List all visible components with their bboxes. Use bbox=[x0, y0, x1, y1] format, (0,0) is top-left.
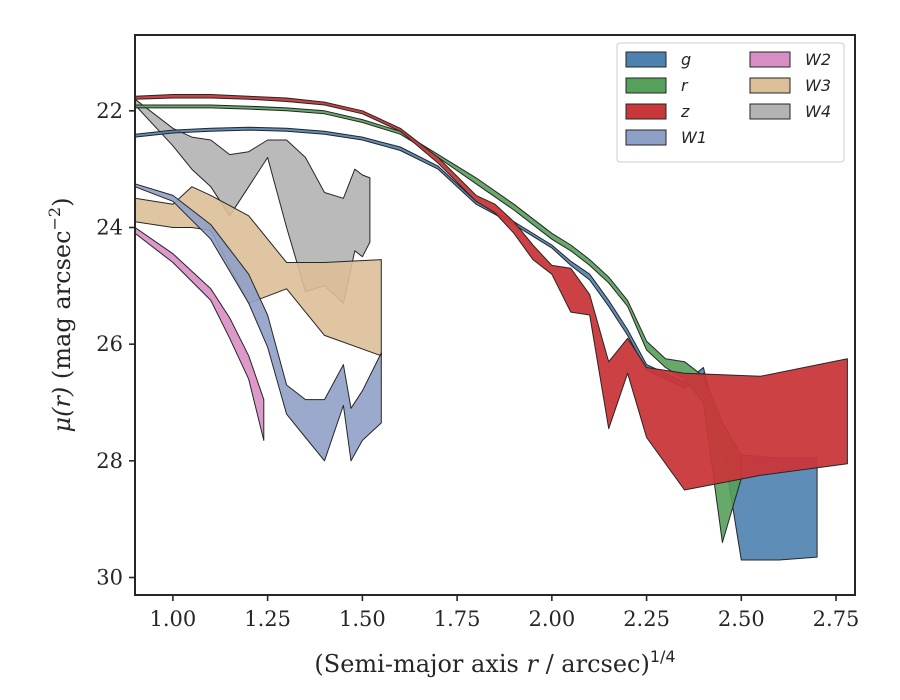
legend-swatch-r bbox=[625, 77, 667, 94]
y-axis-label: μ(r) (mag arcsec−2) bbox=[45, 198, 76, 433]
y-tick-label: 26 bbox=[96, 332, 123, 356]
legend-label-W4: W4 bbox=[805, 102, 831, 121]
x-axis-label-pre: (Semi-major axis bbox=[314, 650, 526, 678]
x-tick-label: 2.00 bbox=[528, 607, 575, 631]
legend-swatch-z bbox=[625, 103, 667, 120]
x-axis-label-sup: 1/4 bbox=[650, 647, 676, 666]
ticks-layer: 1.00 1.25 1.50 1.75 2.00 2.25 2.50 2.75 22 24 26 28… bbox=[96, 99, 859, 631]
y-tick-label: 28 bbox=[96, 449, 123, 473]
series-layer bbox=[135, 94, 848, 561]
x-tick-label: 1.25 bbox=[244, 607, 291, 631]
y-axis-label-post: ) bbox=[48, 198, 76, 207]
y-axis-label-var: μ(r) bbox=[48, 387, 76, 433]
legend-label-W1: W1 bbox=[681, 128, 707, 147]
legend-box bbox=[616, 42, 845, 163]
y-axis-label-sup: −2 bbox=[45, 207, 64, 231]
y-tick-label: 24 bbox=[96, 216, 123, 240]
x-axis-label-post: / arcsec) bbox=[538, 650, 650, 678]
band-W2 bbox=[135, 227, 265, 441]
y-axis-label-pre: (mag arcsec bbox=[48, 230, 76, 386]
x-tick-label: 1.50 bbox=[339, 607, 386, 631]
x-tick-label: 1.00 bbox=[150, 607, 197, 631]
axes-frame bbox=[134, 34, 856, 596]
x-tick-label: 2.50 bbox=[718, 607, 765, 631]
legend-label-z: z bbox=[680, 102, 690, 121]
x-axis-label-var: r bbox=[526, 650, 539, 678]
legend-swatch-W4 bbox=[749, 103, 791, 120]
band-g bbox=[135, 126, 818, 561]
y-tick-label: 22 bbox=[96, 99, 123, 123]
band-W1 bbox=[135, 183, 382, 462]
legend-label-W2: W2 bbox=[805, 50, 831, 69]
y-tick-label: 30 bbox=[96, 566, 123, 590]
legend: grz W1 W2 W3 W4 bbox=[616, 42, 845, 163]
legend-swatch-W2 bbox=[749, 51, 791, 68]
legend-swatch-W3 bbox=[749, 77, 791, 94]
x-tick-label: 2.25 bbox=[623, 607, 670, 631]
x-axis-label: (Semi-major axis r / arcsec)1/4 bbox=[314, 647, 675, 678]
legend-label-r: r bbox=[681, 76, 689, 95]
legend-swatch-g bbox=[625, 51, 667, 68]
legend-label-g: g bbox=[681, 50, 691, 69]
legend-swatch-W1 bbox=[625, 129, 667, 146]
x-tick-label: 2.75 bbox=[813, 607, 860, 631]
legend-label-W3: W3 bbox=[805, 76, 831, 95]
x-tick-label: 1.75 bbox=[434, 607, 481, 631]
band-z bbox=[135, 94, 848, 491]
